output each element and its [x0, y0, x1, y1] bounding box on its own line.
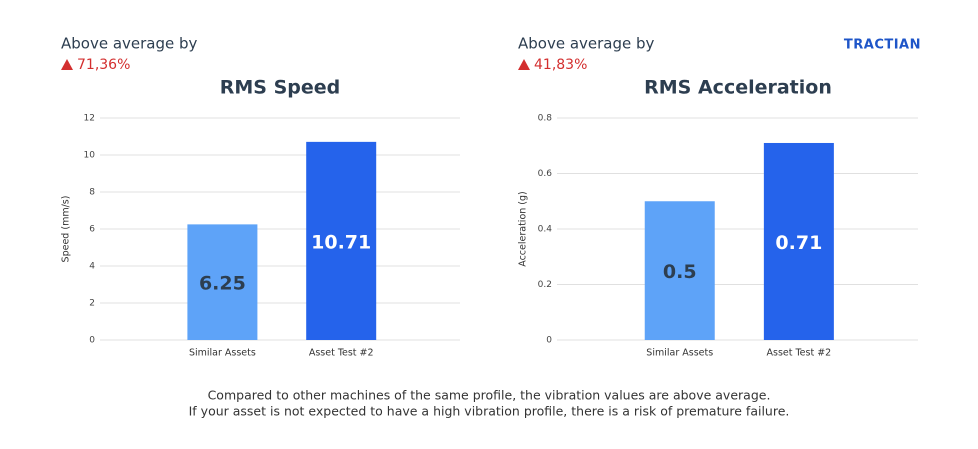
y-tick-label: 0.2 — [538, 280, 552, 290]
chart-title: RMS Speed — [220, 77, 341, 99]
annotation: 41,83% — [534, 57, 587, 73]
x-tick-label: Similar Assets — [189, 348, 256, 359]
up-arrow — [518, 59, 530, 70]
y-tick-label: 8 — [89, 188, 95, 198]
x-tick-label: Asset Test #2 — [767, 348, 832, 359]
y-axis-label: Speed (mm/s) — [61, 196, 72, 263]
chart-title: RMS Acceleration — [644, 77, 832, 99]
y-axis-label: Acceleration (g) — [518, 191, 529, 267]
value-label: 0.5 — [663, 261, 697, 283]
bar — [763, 142, 834, 340]
annotation-label: Above average by — [61, 35, 198, 53]
logo: TRACTIAN — [844, 38, 921, 53]
y-tick-label: 10 — [84, 151, 96, 161]
bar — [644, 201, 715, 340]
annotation: 71,36% — [77, 57, 130, 73]
bar — [306, 141, 377, 340]
y-tick-label: 0 — [89, 336, 95, 346]
footer-line: Compared to other machines of the same p… — [208, 388, 771, 403]
x-tick-label: Asset Test #2 — [309, 348, 374, 359]
y-tick-label: 0.8 — [538, 114, 553, 124]
bar — [187, 224, 258, 340]
y-tick-label: 0.6 — [538, 169, 553, 179]
y-tick-label: 6 — [89, 225, 95, 235]
y-tick-label: 0 — [546, 336, 552, 346]
y-tick-label: 2 — [89, 299, 95, 309]
y-tick-label: 12 — [84, 114, 95, 124]
footer-line: If your asset is not expected to have a … — [189, 404, 790, 419]
value-label: 6.25 — [199, 273, 246, 295]
up-arrow — [61, 59, 73, 70]
value-label: 10.71 — [311, 231, 371, 253]
y-tick-label: 0.4 — [538, 225, 553, 235]
value-label: 0.71 — [775, 232, 822, 254]
annotation-label: Above average by — [518, 35, 655, 53]
y-tick-label: 4 — [89, 262, 95, 272]
x-tick-label: Similar Assets — [646, 348, 713, 359]
